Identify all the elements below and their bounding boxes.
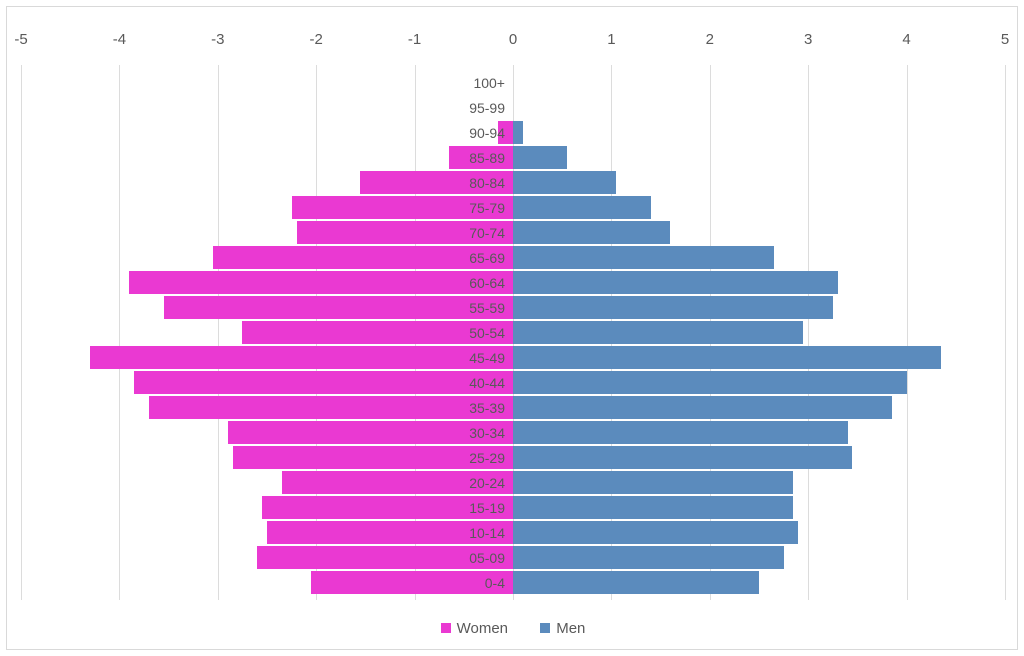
age-label: 90-94 [21, 121, 513, 144]
age-row: 95-99 [21, 96, 1005, 119]
age-row: 25-29 [21, 446, 1005, 469]
age-label: 15-19 [21, 496, 513, 519]
bar-men [513, 271, 838, 294]
legend-item-men: Men [540, 620, 585, 637]
legend-swatch-men [540, 623, 550, 633]
age-label: 65-69 [21, 246, 513, 269]
age-label: 45-49 [21, 346, 513, 369]
age-row: 15-19 [21, 496, 1005, 519]
gridline [1005, 65, 1006, 600]
bar-men [513, 346, 941, 369]
age-label: 25-29 [21, 446, 513, 469]
x-tick-label: 0 [483, 31, 543, 48]
x-tick-label: -2 [286, 31, 346, 48]
bar-men [513, 246, 774, 269]
legend-label-women: Women [457, 620, 508, 637]
age-label: 10-14 [21, 521, 513, 544]
x-tick-label: -3 [188, 31, 248, 48]
bar-men [513, 171, 616, 194]
x-tick-label: -1 [385, 31, 445, 48]
x-tick-label: 4 [877, 31, 937, 48]
bar-men [513, 221, 670, 244]
age-label: 75-79 [21, 196, 513, 219]
age-row: 55-59 [21, 296, 1005, 319]
bar-men [513, 296, 833, 319]
bar-men [513, 496, 793, 519]
age-row: 10-14 [21, 521, 1005, 544]
age-row: 70-74 [21, 221, 1005, 244]
age-row: 80-84 [21, 171, 1005, 194]
age-label: 85-89 [21, 146, 513, 169]
age-row: 20-24 [21, 471, 1005, 494]
bar-men [513, 521, 798, 544]
age-label: 20-24 [21, 471, 513, 494]
age-row: 75-79 [21, 196, 1005, 219]
bar-men [513, 371, 907, 394]
age-row: 40-44 [21, 371, 1005, 394]
bar-men [513, 421, 848, 444]
legend-item-women: Women [441, 620, 508, 637]
bar-men [513, 121, 523, 144]
x-tick-label: 1 [581, 31, 641, 48]
age-label: 95-99 [21, 96, 513, 119]
x-tick-label: -4 [89, 31, 149, 48]
x-tick-label: -5 [0, 31, 51, 48]
age-row: 65-69 [21, 246, 1005, 269]
bar-men [513, 146, 567, 169]
x-tick-label: 3 [778, 31, 838, 48]
age-label: 50-54 [21, 321, 513, 344]
age-label: 70-74 [21, 221, 513, 244]
age-row: 85-89 [21, 146, 1005, 169]
age-row: 45-49 [21, 346, 1005, 369]
age-label: 55-59 [21, 296, 513, 319]
age-label: 0-4 [21, 571, 513, 594]
plot-area: -5-4-3-2-1012345100+95-9990-9485-8980-84… [21, 65, 1005, 600]
bar-men [513, 396, 892, 419]
age-row: 90-94 [21, 121, 1005, 144]
age-row: 50-54 [21, 321, 1005, 344]
legend-swatch-women [441, 623, 451, 633]
chart-frame: -5-4-3-2-1012345100+95-9990-9485-8980-84… [6, 6, 1018, 650]
age-label: 80-84 [21, 171, 513, 194]
age-label: 30-34 [21, 421, 513, 444]
age-label: 40-44 [21, 371, 513, 394]
x-tick-label: 2 [680, 31, 740, 48]
legend: Women Men [7, 620, 1019, 638]
age-label: 05-09 [21, 546, 513, 569]
x-tick-label: 5 [975, 31, 1024, 48]
age-row: 100+ [21, 71, 1005, 94]
age-label: 60-64 [21, 271, 513, 294]
bar-men [513, 546, 784, 569]
age-label: 100+ [21, 71, 513, 94]
bar-men [513, 321, 803, 344]
age-row: 35-39 [21, 396, 1005, 419]
bar-men [513, 196, 651, 219]
age-label: 35-39 [21, 396, 513, 419]
bars-container: 100+95-9990-9485-8980-8475-7970-7465-696… [21, 71, 1005, 596]
age-row: 05-09 [21, 546, 1005, 569]
age-row: 0-4 [21, 571, 1005, 594]
age-row: 30-34 [21, 421, 1005, 444]
age-row: 60-64 [21, 271, 1005, 294]
bar-men [513, 571, 759, 594]
bar-men [513, 471, 793, 494]
bar-men [513, 446, 852, 469]
legend-label-men: Men [556, 620, 585, 637]
